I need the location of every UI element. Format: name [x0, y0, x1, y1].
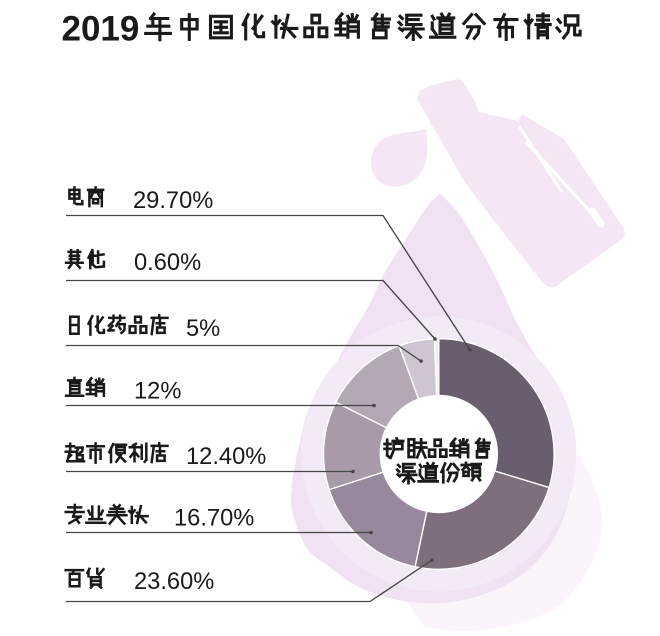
svg-text:16.70%: 16.70% [174, 506, 254, 532]
svg-text:5%: 5% [186, 316, 220, 342]
svg-text:2019: 2019 [62, 10, 140, 49]
svg-text:12%: 12% [134, 379, 181, 405]
svg-text:29.70%: 29.70% [133, 188, 213, 214]
svg-text:23.60%: 23.60% [134, 569, 214, 595]
svg-text:0.60%: 0.60% [134, 250, 201, 276]
svg-text:12.40%: 12.40% [186, 444, 266, 470]
